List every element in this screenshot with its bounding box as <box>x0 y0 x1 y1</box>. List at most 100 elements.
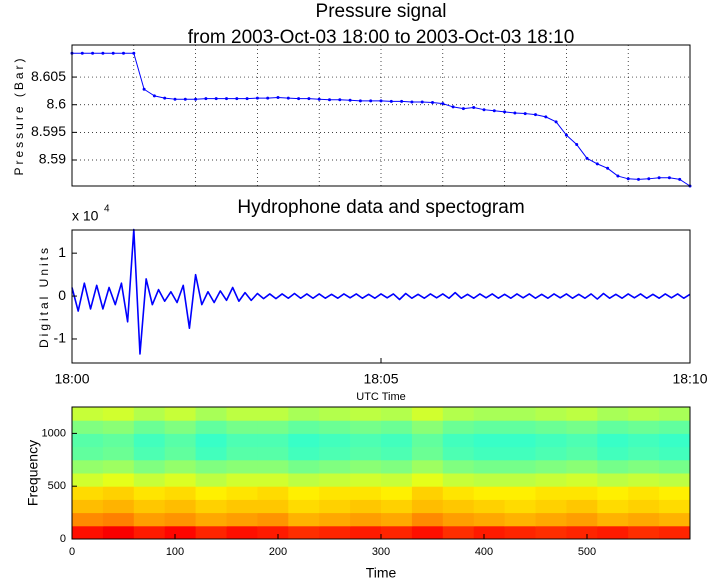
heat-cell <box>195 525 227 540</box>
heat-cell <box>659 459 691 474</box>
heat-cell <box>442 459 475 474</box>
data-point <box>647 177 651 181</box>
data-point <box>307 97 311 101</box>
x-tick-label: 0 <box>69 546 75 558</box>
heat-cell <box>319 499 351 514</box>
data-point <box>152 94 156 98</box>
data-point <box>276 96 280 100</box>
data-point <box>348 98 352 102</box>
heat-cell <box>628 433 660 448</box>
heat-cell <box>411 486 444 500</box>
y-tick-label: 8.605 <box>31 68 66 84</box>
heat-cell <box>319 512 351 527</box>
heat-cell <box>257 459 289 474</box>
heat-cell <box>288 433 320 448</box>
heat-cell <box>102 473 135 487</box>
heat-cell <box>597 433 629 448</box>
data-point <box>420 100 424 104</box>
heat-cell <box>350 486 382 500</box>
heat-cell <box>535 420 567 434</box>
heat-cell <box>597 525 629 540</box>
heat-cell <box>288 420 320 434</box>
heat-cell <box>597 486 629 500</box>
data-point <box>225 97 228 101</box>
data-point <box>575 143 579 147</box>
heat-cell <box>566 459 598 474</box>
heat-cell <box>535 512 567 527</box>
heat-cell <box>257 407 289 421</box>
y-tick-label: -1 <box>54 330 67 346</box>
heat-cell <box>504 499 536 514</box>
heat-cell <box>411 459 444 474</box>
data-point <box>606 166 610 170</box>
x-tick-label: 100 <box>166 546 184 558</box>
heat-cell <box>473 486 506 500</box>
heat-cell <box>226 486 258 500</box>
data-point <box>564 133 568 137</box>
heat-cell <box>319 407 351 421</box>
heat-cell <box>628 446 660 461</box>
axis-multiplier-exponent: 4 <box>104 204 110 215</box>
y-tick-label: 1 <box>58 244 66 260</box>
data-point <box>472 105 476 109</box>
chart-subtitle: from 2003-Oct-03 18:00 to 2003-Oct-03 18… <box>188 27 575 48</box>
heat-cell <box>566 420 598 434</box>
heat-cell <box>628 459 660 474</box>
heat-cell <box>226 473 258 487</box>
x-axis-label: Time <box>366 565 397 581</box>
heat-cell <box>288 499 320 514</box>
heat-cell <box>442 486 475 500</box>
plot-frame <box>71 229 691 364</box>
heat-cell <box>350 512 382 527</box>
heat-cell <box>288 459 320 474</box>
heat-cell <box>319 525 351 540</box>
heat-cell <box>381 446 413 461</box>
data-line <box>71 228 691 355</box>
heat-cell <box>566 499 598 514</box>
data-point <box>297 97 301 101</box>
y-tick-label: 8.6 <box>47 95 67 111</box>
data-point <box>204 97 208 101</box>
heat-cell <box>411 407 444 421</box>
y-axis-label: Frequency <box>25 440 41 506</box>
heat-cell <box>504 407 536 421</box>
heat-cell <box>72 499 104 514</box>
y-tick-label: 0 <box>60 533 66 545</box>
x-tick-label: 400 <box>475 546 493 558</box>
heat-cell <box>102 486 135 500</box>
heat-cell <box>473 473 506 487</box>
heat-cell <box>473 499 506 514</box>
heat-cell <box>226 499 258 514</box>
heat-cell <box>257 525 289 540</box>
heat-cell <box>659 525 691 540</box>
heat-cell <box>72 433 104 448</box>
heat-cell <box>659 433 691 448</box>
heat-cell <box>164 407 197 421</box>
heat-cell <box>473 459 506 474</box>
data-point <box>451 105 455 109</box>
heat-cell <box>133 407 166 421</box>
x-tick-label: 300 <box>372 546 390 558</box>
heat-cell <box>133 433 166 448</box>
panel: 0 500 1000 0 100 200 300 400 500 Time Frequency <box>25 406 691 581</box>
heat-cell <box>288 512 320 527</box>
data-point <box>678 177 682 181</box>
data-point <box>400 99 404 103</box>
heat-cell <box>411 446 444 461</box>
heat-cell <box>566 473 598 487</box>
heat-cell <box>257 446 289 461</box>
heat-cell <box>288 407 320 421</box>
heat-cell <box>535 459 567 474</box>
heat-cell <box>288 446 320 461</box>
x-tick-label: 500 <box>578 546 596 558</box>
heat-cell <box>350 499 382 514</box>
heat-cell <box>442 525 475 540</box>
x-tick-label: 18:10 <box>672 371 707 387</box>
data-point <box>657 176 661 180</box>
heat-cell <box>72 420 104 434</box>
heat-cell <box>195 486 227 500</box>
heat-cell <box>628 473 660 487</box>
heat-cell <box>350 459 382 474</box>
heat-cell <box>504 525 536 540</box>
heat-cell <box>102 499 135 514</box>
